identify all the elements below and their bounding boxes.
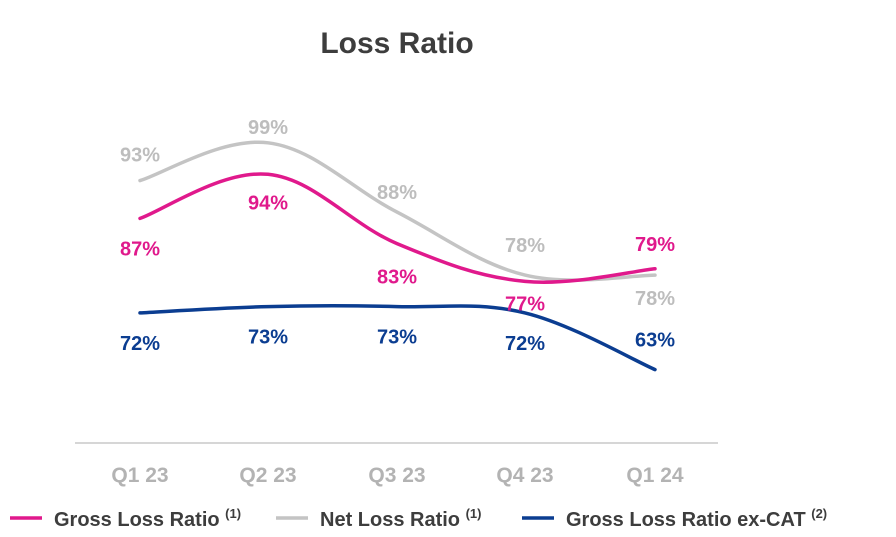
data-label-s2-4: 63% <box>635 330 675 352</box>
x-axis-ticks: Q1 23 Q2 23 Q3 23 Q4 23 Q1 24 <box>111 464 684 487</box>
data-label-s1-4: 78% <box>635 288 675 310</box>
legend-label-0: Gross Loss Ratio (1) <box>54 506 241 531</box>
x-tick-label-4: Q1 24 <box>626 464 684 487</box>
x-tick-label-1: Q2 23 <box>239 464 296 487</box>
legend: Gross Loss Ratio (1) Net Loss Ratio (1) Gr… <box>10 506 827 531</box>
data-label-s1-3: 78% <box>505 235 545 257</box>
x-tick-label-3: Q4 23 <box>496 464 553 487</box>
series-line-1 <box>138 140 657 282</box>
data-labels: 87% 94% 83% 77% 79% 93% 99% 88% 78% 78% 72% 73% 73% 7… <box>120 117 675 355</box>
series-lines <box>138 140 657 372</box>
data-label-s0-1: 94% <box>248 192 288 214</box>
data-label-s1-1: 99% <box>248 117 288 139</box>
legend-label-2: Gross Loss Ratio ex-CAT (2) <box>566 506 827 531</box>
chart-title: Loss Ratio <box>320 27 473 60</box>
data-label-s2-3: 72% <box>505 333 545 355</box>
x-tick-label-0: Q1 23 <box>111 464 168 487</box>
data-label-s0-0: 87% <box>120 238 160 260</box>
legend-footnote-2: (2) <box>811 506 827 521</box>
data-label-s2-0: 72% <box>120 333 160 355</box>
series-line-0 <box>138 172 657 284</box>
series-line-2 <box>138 303 657 372</box>
x-tick-label-2: Q3 23 <box>368 464 425 487</box>
legend-footnote-1: (1) <box>466 506 482 521</box>
data-label-s0-4: 79% <box>635 234 675 256</box>
data-label-s2-2: 73% <box>377 327 417 349</box>
data-label-s2-1: 73% <box>248 327 288 349</box>
data-label-s1-2: 88% <box>377 182 417 204</box>
data-label-s0-3: 77% <box>505 293 545 315</box>
legend-label-1: Net Loss Ratio (1) <box>320 506 481 531</box>
data-label-s0-2: 83% <box>377 267 417 289</box>
data-label-s1-0: 93% <box>120 145 160 167</box>
legend-footnote-0: (1) <box>225 506 241 521</box>
